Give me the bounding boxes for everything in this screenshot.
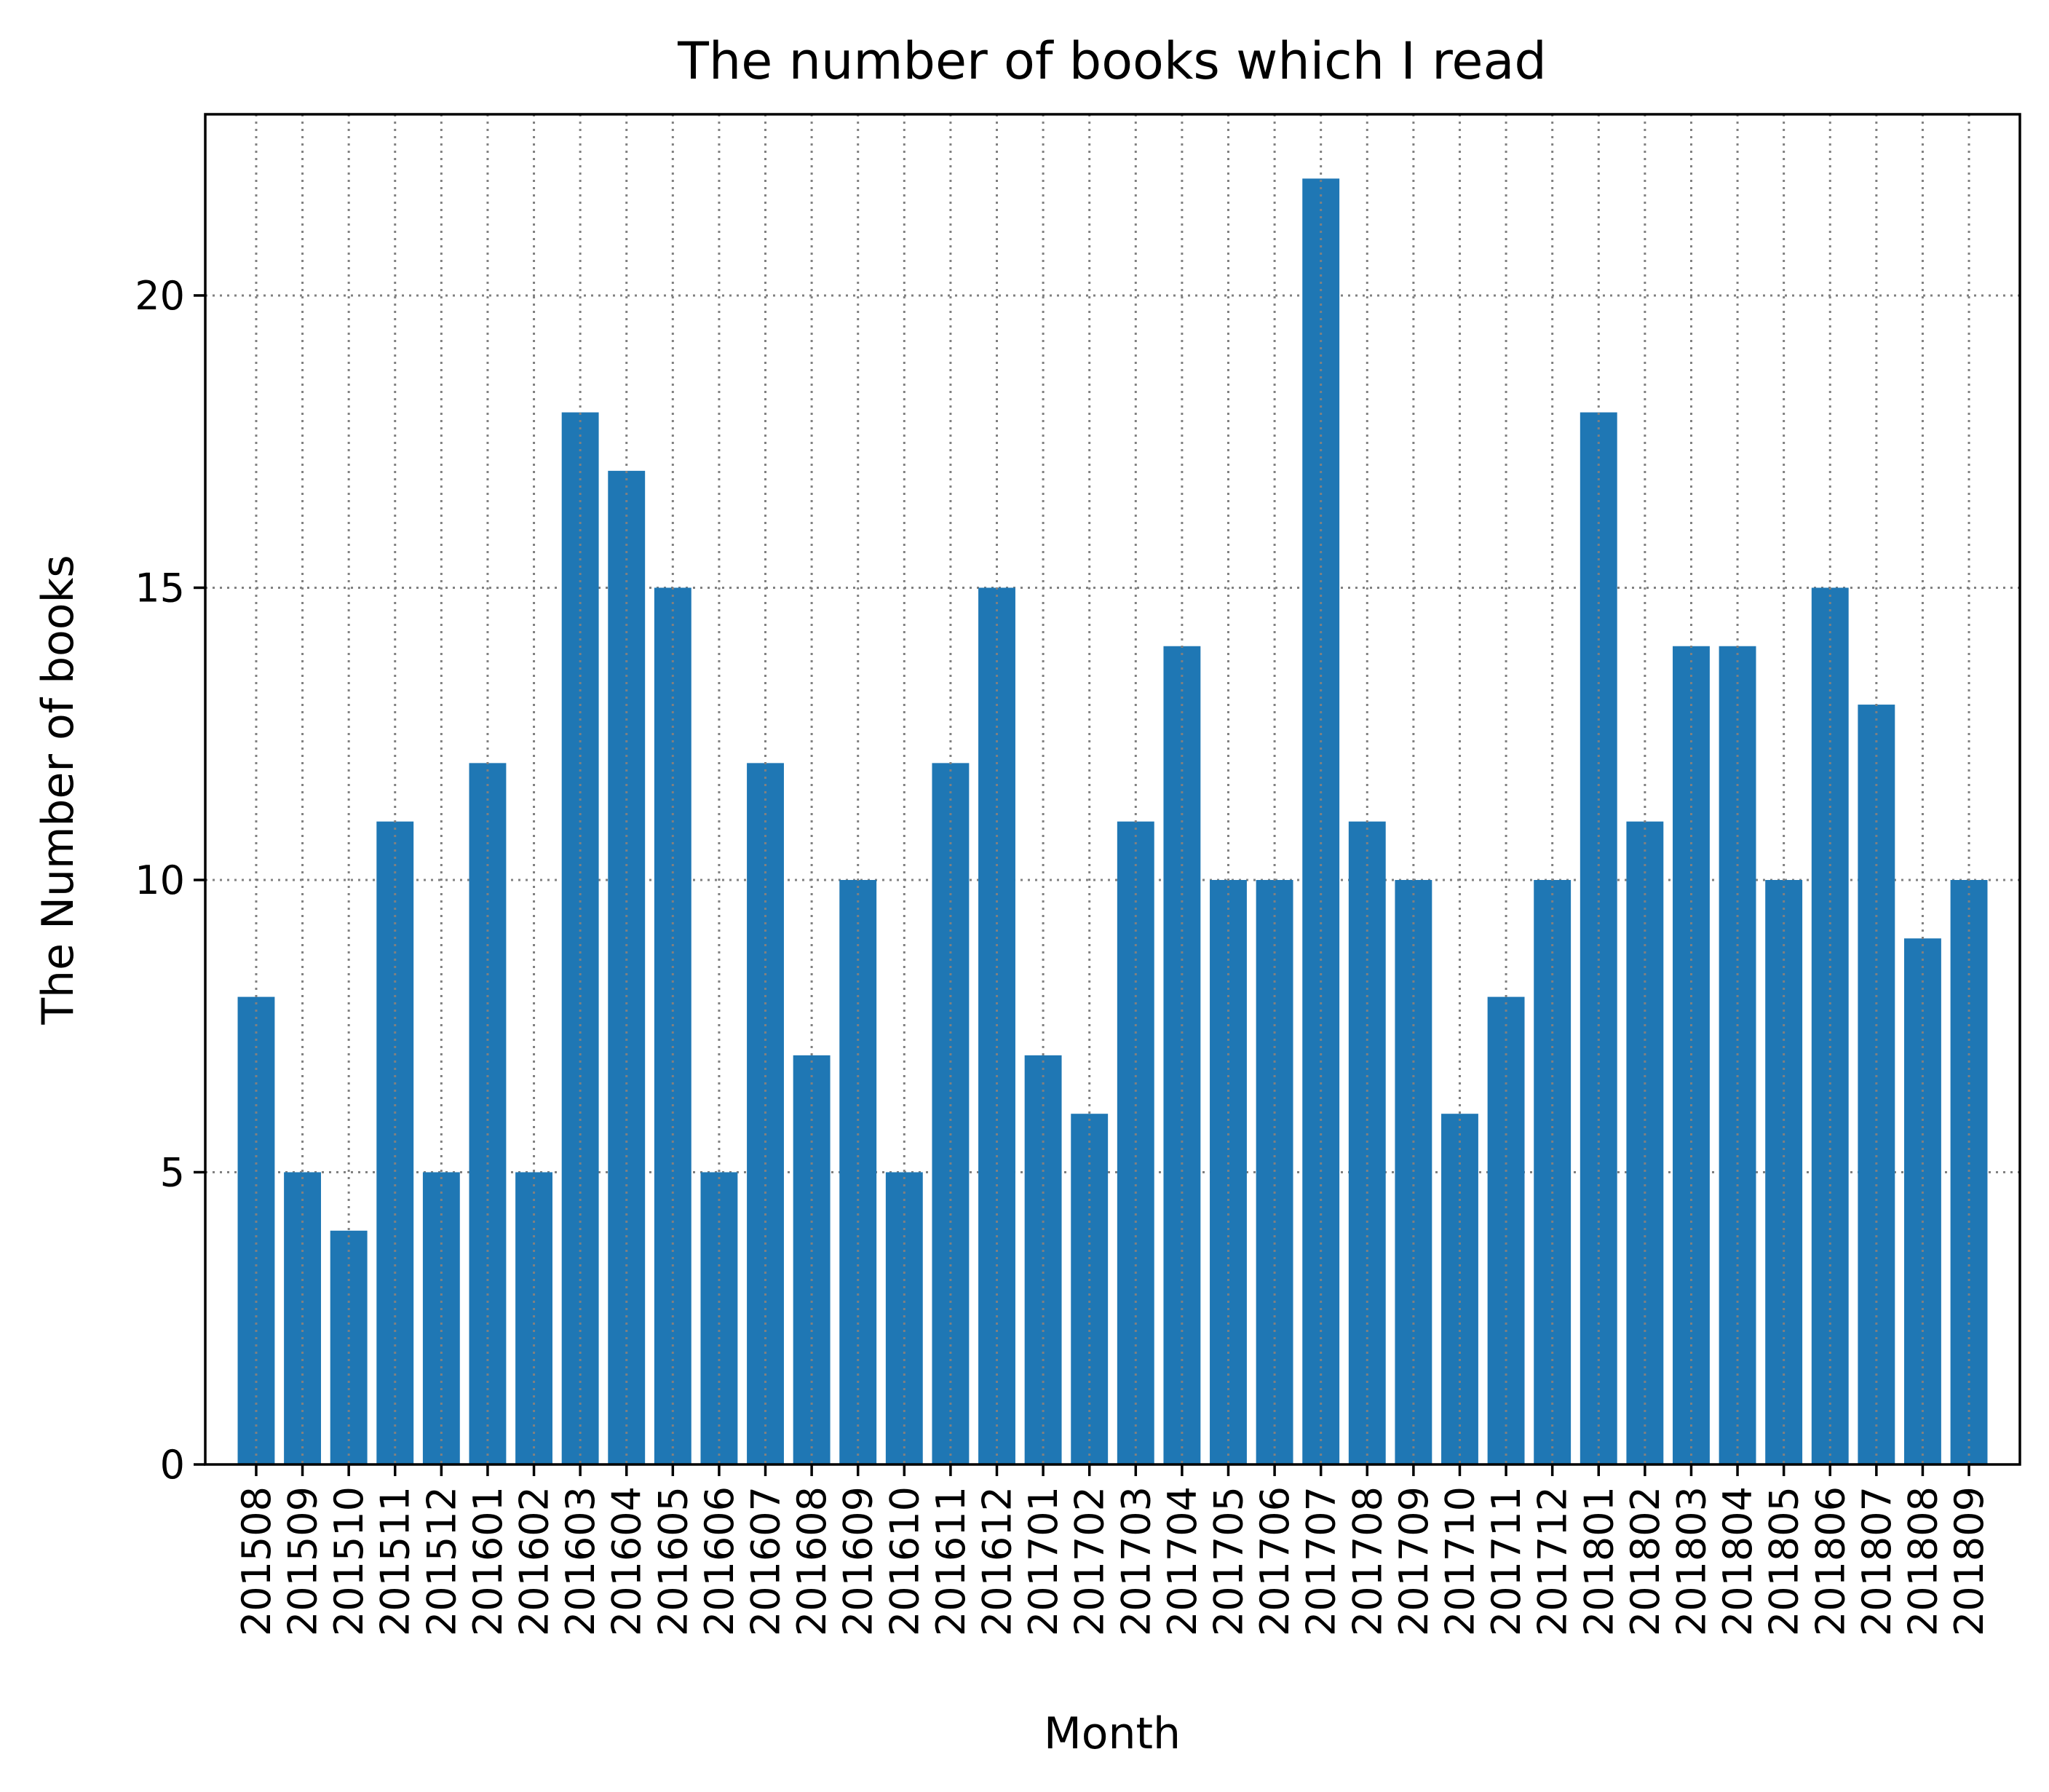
- x-tick-label: 201710: [1437, 1486, 1483, 1636]
- x-tick-label: 201512: [419, 1486, 464, 1636]
- bar: [515, 1172, 552, 1464]
- bar: [1117, 821, 1154, 1464]
- x-tick-label: 201608: [789, 1486, 835, 1636]
- x-tick-label: 201701: [1020, 1486, 1066, 1636]
- bar: [1348, 821, 1386, 1464]
- x-tick-label: 201806: [1807, 1486, 1853, 1636]
- x-tick-label: 201607: [743, 1486, 789, 1636]
- vertical-grid-lines: [255, 114, 1970, 1464]
- x-tick-label: 201706: [1252, 1486, 1298, 1636]
- plot-frame: [204, 113, 2021, 1466]
- bar: [376, 821, 414, 1464]
- x-axis-ticks: 201508 201509 201510 201511 201512 201601 2016…: [234, 1464, 1992, 1636]
- bar: [284, 1172, 321, 1464]
- x-tick-label: 201610: [881, 1486, 927, 1636]
- bar: [700, 1172, 738, 1464]
- x-tick-label: 201808: [1900, 1486, 1946, 1636]
- x-tick-label: 201807: [1854, 1486, 1900, 1636]
- x-tick-label: 201802: [1622, 1486, 1668, 1636]
- y-tick-label: 15: [135, 565, 185, 611]
- bar: [1858, 705, 1895, 1465]
- x-tick-label: 201612: [975, 1486, 1020, 1636]
- y-tick-label: 20: [135, 273, 185, 319]
- bar: [885, 1172, 923, 1464]
- bar: [1071, 1114, 1109, 1464]
- x-tick-label: 201611: [928, 1486, 974, 1636]
- x-tick-label: 201809: [1946, 1486, 1992, 1636]
- x-tick-label: 201602: [512, 1486, 558, 1636]
- x-tick-label: 201605: [650, 1486, 696, 1636]
- x-tick-label: 201705: [1205, 1486, 1251, 1636]
- x-tick-label: 201606: [697, 1486, 742, 1636]
- x-tick-label: 201805: [1761, 1486, 1807, 1636]
- x-tick-label: 201510: [326, 1486, 372, 1636]
- bar: [1441, 1114, 1478, 1464]
- x-tick-label: 201709: [1391, 1486, 1437, 1636]
- y-axis-label: The Number of books: [33, 555, 84, 1025]
- x-tick-label: 201801: [1576, 1486, 1622, 1636]
- x-tick-label: 201609: [836, 1486, 881, 1636]
- bar: [1626, 821, 1664, 1464]
- x-tick-label: 201603: [558, 1486, 603, 1636]
- y-tick-label: 5: [160, 1149, 185, 1195]
- y-axis-ticks: 0 5 10 15 20: [135, 273, 205, 1488]
- y-tick-label: 10: [135, 857, 185, 903]
- x-tick-label: 201702: [1067, 1486, 1113, 1636]
- x-tick-label: 201708: [1344, 1486, 1390, 1636]
- x-tick-label: 201508: [234, 1486, 280, 1636]
- chart-title: The number of books which I read: [677, 31, 1547, 91]
- x-tick-label: 201703: [1113, 1486, 1159, 1636]
- x-axis-label: Month: [1044, 1708, 1181, 1759]
- x-tick-label: 201707: [1299, 1486, 1344, 1636]
- x-tick-label: 201803: [1668, 1486, 1714, 1636]
- x-tick-label: 201712: [1530, 1486, 1576, 1636]
- x-tick-label: 201601: [465, 1486, 511, 1636]
- x-tick-label: 201804: [1715, 1486, 1761, 1636]
- x-tick-label: 201711: [1483, 1486, 1529, 1636]
- bars: [237, 178, 1988, 1465]
- bar: [1487, 996, 1525, 1464]
- x-tick-label: 201511: [373, 1486, 419, 1636]
- x-tick-label: 201604: [604, 1486, 650, 1636]
- x-tick-label: 201704: [1160, 1486, 1205, 1636]
- bar: [237, 996, 275, 1464]
- y-tick-label: 0: [160, 1442, 185, 1488]
- bar: [422, 1172, 460, 1464]
- x-tick-label: 201509: [280, 1486, 326, 1636]
